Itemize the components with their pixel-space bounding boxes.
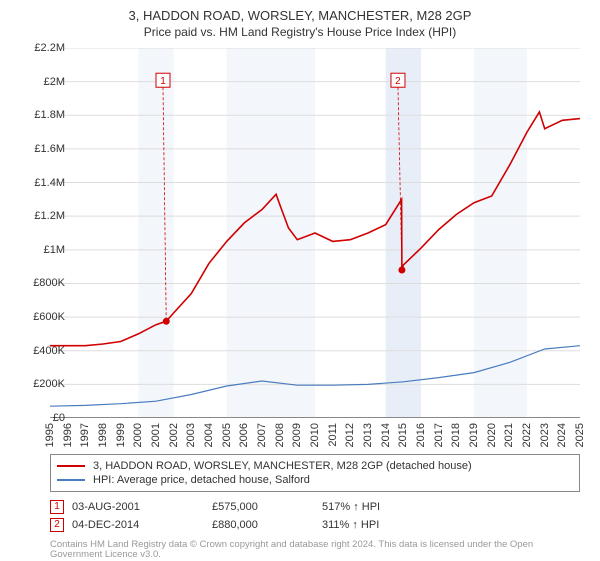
x-tick-label: 1995 <box>44 423 56 447</box>
x-tick-label: 2017 <box>433 423 445 447</box>
attribution-text: Contains HM Land Registry data © Crown c… <box>50 540 580 561</box>
sale-events: 1 03-AUG-2001 £575,000 517% ↑ HPI 2 04-D… <box>50 498 580 534</box>
x-tick-label: 2025 <box>574 423 586 447</box>
sale-price: £575,000 <box>212 501 322 513</box>
x-tick-label: 1996 <box>62 423 74 447</box>
x-tick-label: 2007 <box>256 423 268 447</box>
sale-price: £880,000 <box>212 519 322 531</box>
x-tick-label: 2003 <box>185 423 197 447</box>
legend-swatch <box>57 465 85 467</box>
x-tick-label: 2015 <box>397 423 409 447</box>
x-tick-label: 2014 <box>380 423 392 447</box>
y-tick-label: £600K <box>20 311 65 323</box>
x-tick-label: 1999 <box>115 423 127 447</box>
x-tick-label: 2013 <box>362 423 374 447</box>
svg-text:1: 1 <box>160 76 166 87</box>
sale-pct: 517% ↑ HPI <box>322 501 432 513</box>
x-tick-label: 2022 <box>521 423 533 447</box>
x-tick-label: 1997 <box>79 423 91 447</box>
legend-label: 3, HADDON ROAD, WORSLEY, MANCHESTER, M28… <box>93 460 472 472</box>
x-tick-label: 2008 <box>274 423 286 447</box>
y-tick-label: £200K <box>20 378 65 390</box>
sale-marker-box: 2 <box>50 518 64 532</box>
sale-row: 1 03-AUG-2001 £575,000 517% ↑ HPI <box>50 498 580 516</box>
x-tick-label: 2021 <box>503 423 515 447</box>
legend-item: HPI: Average price, detached house, Salf… <box>57 473 573 487</box>
svg-text:2: 2 <box>395 76 401 87</box>
x-tick-label: 2019 <box>468 423 480 447</box>
sale-date: 03-AUG-2001 <box>72 501 212 513</box>
y-tick-label: £800K <box>20 277 65 289</box>
x-tick-label: 2012 <box>344 423 356 447</box>
x-tick-label: 2024 <box>556 423 568 447</box>
x-tick-label: 2000 <box>132 423 144 447</box>
sale-row: 2 04-DEC-2014 £880,000 311% ↑ HPI <box>50 516 580 534</box>
sale-marker-box: 1 <box>50 500 64 514</box>
x-tick-label: 2001 <box>150 423 162 447</box>
chart-title-line2: Price paid vs. HM Land Registry's House … <box>0 23 600 39</box>
legend: 3, HADDON ROAD, WORSLEY, MANCHESTER, M28… <box>50 454 580 492</box>
x-tick-label: 2009 <box>291 423 303 447</box>
chart-area: 12 <box>50 48 580 418</box>
x-tick-label: 2018 <box>450 423 462 447</box>
chart-title-line1: 3, HADDON ROAD, WORSLEY, MANCHESTER, M28… <box>0 0 600 23</box>
y-tick-label: £1.6M <box>20 143 65 155</box>
x-tick-label: 2016 <box>415 423 427 447</box>
x-tick-label: 2002 <box>168 423 180 447</box>
legend-item: 3, HADDON ROAD, WORSLEY, MANCHESTER, M28… <box>57 459 573 473</box>
y-tick-label: £2M <box>20 76 65 88</box>
x-tick-label: 1998 <box>97 423 109 447</box>
y-tick-label: £1M <box>20 244 65 256</box>
y-tick-label: £2.2M <box>20 42 65 54</box>
y-tick-label: £400K <box>20 345 65 357</box>
x-tick-label: 2004 <box>203 423 215 447</box>
line-chart: 12 <box>50 48 580 418</box>
legend-label: HPI: Average price, detached house, Salf… <box>93 474 310 486</box>
x-tick-label: 2011 <box>327 423 339 447</box>
sale-pct: 311% ↑ HPI <box>322 519 432 531</box>
x-tick-label: 2020 <box>486 423 498 447</box>
y-tick-label: £1.4M <box>20 177 65 189</box>
y-tick-label: £1.8M <box>20 109 65 121</box>
y-tick-label: £1.2M <box>20 210 65 222</box>
x-tick-label: 2023 <box>539 423 551 447</box>
x-tick-label: 2010 <box>309 423 321 447</box>
x-tick-label: 2005 <box>221 423 233 447</box>
legend-swatch <box>57 479 85 481</box>
sale-date: 04-DEC-2014 <box>72 519 212 531</box>
x-tick-label: 2006 <box>238 423 250 447</box>
y-tick-label: £0 <box>20 412 65 424</box>
